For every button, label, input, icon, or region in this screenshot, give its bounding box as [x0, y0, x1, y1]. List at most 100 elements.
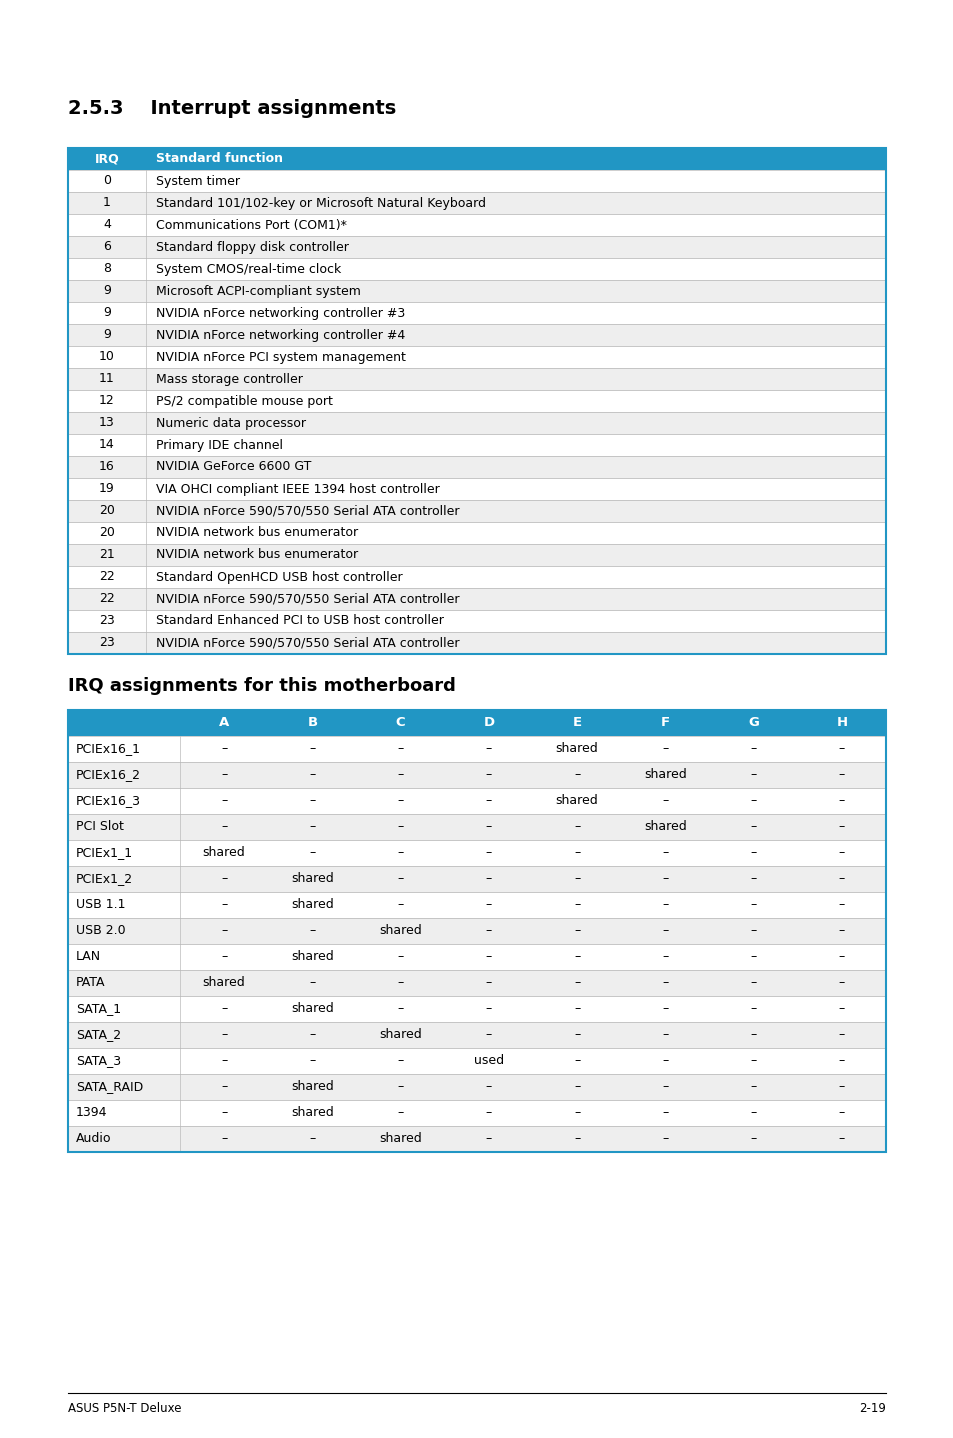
Bar [68, 257, 885, 280]
Bar [68, 943, 885, 971]
Text: –: – [221, 1002, 227, 1015]
Bar [68, 997, 885, 1022]
Text: shared: shared [291, 1106, 334, 1120]
Text: –: – [838, 795, 844, 808]
Text: –: – [574, 1080, 579, 1093]
Bar [68, 236, 885, 257]
Text: –: – [750, 951, 756, 963]
Text: –: – [397, 821, 403, 834]
Bar [68, 710, 885, 736]
Text: used: used [474, 1054, 503, 1067]
Text: –: – [485, 1133, 492, 1146]
Text: –: – [397, 1002, 403, 1015]
Text: USB 2.0: USB 2.0 [76, 925, 126, 938]
Text: –: – [485, 821, 492, 834]
Text: 23: 23 [99, 637, 114, 650]
Text: –: – [309, 1028, 315, 1041]
Text: Audio: Audio [76, 1133, 112, 1146]
Text: Standard Enhanced PCI to USB host controller: Standard Enhanced PCI to USB host contro… [156, 614, 443, 627]
Text: –: – [750, 925, 756, 938]
Text: –: – [309, 742, 315, 755]
Text: SATA_2: SATA_2 [76, 1028, 121, 1041]
Bar [68, 1074, 885, 1100]
Text: –: – [397, 873, 403, 886]
Text: –: – [397, 742, 403, 755]
Text: Standard floppy disk controller: Standard floppy disk controller [156, 240, 349, 253]
Text: –: – [661, 1106, 668, 1120]
Text: –: – [485, 1080, 492, 1093]
Text: 19: 19 [99, 483, 114, 496]
Text: –: – [838, 768, 844, 781]
Text: Standard OpenHCD USB host controller: Standard OpenHCD USB host controller [156, 571, 402, 584]
Text: PATA: PATA [76, 976, 106, 989]
Text: –: – [574, 847, 579, 860]
Text: –: – [309, 847, 315, 860]
Text: –: – [661, 847, 668, 860]
Text: –: – [750, 768, 756, 781]
Text: –: – [750, 795, 756, 808]
Text: –: – [838, 1106, 844, 1120]
Text: –: – [750, 899, 756, 912]
Bar [68, 971, 885, 997]
Text: 6: 6 [103, 240, 111, 253]
Text: –: – [397, 1080, 403, 1093]
Bar [68, 567, 885, 588]
Text: –: – [838, 899, 844, 912]
Text: –: – [574, 925, 579, 938]
Text: –: – [750, 821, 756, 834]
Text: F: F [660, 716, 669, 729]
Text: 1394: 1394 [76, 1106, 108, 1120]
Text: –: – [838, 951, 844, 963]
Text: –: – [838, 1080, 844, 1093]
Text: –: – [574, 899, 579, 912]
Text: –: – [485, 1106, 492, 1120]
Text: –: – [221, 1054, 227, 1067]
Text: –: – [661, 925, 668, 938]
Text: PCIEx16_1: PCIEx16_1 [76, 742, 141, 755]
Text: –: – [397, 1106, 403, 1120]
Text: –: – [574, 1054, 579, 1067]
Text: shared: shared [379, 925, 421, 938]
Text: PCIEx1_2: PCIEx1_2 [76, 873, 133, 886]
Bar [68, 413, 885, 434]
Text: 0: 0 [103, 174, 111, 187]
Text: NVIDIA nForce 590/570/550 Serial ATA controller: NVIDIA nForce 590/570/550 Serial ATA con… [156, 637, 459, 650]
Text: –: – [485, 1028, 492, 1041]
Text: –: – [838, 873, 844, 886]
Text: –: – [574, 821, 579, 834]
Text: 11: 11 [99, 372, 114, 385]
Text: –: – [574, 768, 579, 781]
Text: –: – [661, 873, 668, 886]
Text: –: – [750, 1028, 756, 1041]
Bar [68, 456, 885, 477]
Text: –: – [221, 873, 227, 886]
Text: shared: shared [379, 1028, 421, 1041]
Text: USB 1.1: USB 1.1 [76, 899, 126, 912]
Text: Microsoft ACPI-compliant system: Microsoft ACPI-compliant system [156, 285, 360, 298]
Text: shared: shared [556, 742, 598, 755]
Bar [68, 814, 885, 840]
Bar [68, 1022, 885, 1048]
Bar [68, 762, 885, 788]
Text: shared: shared [556, 795, 598, 808]
Bar [68, 610, 885, 631]
Text: –: – [661, 795, 668, 808]
Text: 20: 20 [99, 526, 114, 539]
Text: –: – [485, 951, 492, 963]
Text: 20: 20 [99, 505, 114, 518]
Text: –: – [574, 1028, 579, 1041]
Bar [68, 840, 885, 866]
Bar [68, 866, 885, 892]
Bar [68, 148, 885, 170]
Text: –: – [838, 1054, 844, 1067]
Text: –: – [661, 976, 668, 989]
Text: 1: 1 [103, 197, 111, 210]
Bar [68, 1048, 885, 1074]
Text: SATA_1: SATA_1 [76, 1002, 121, 1015]
Text: –: – [661, 1054, 668, 1067]
Bar [68, 170, 885, 193]
Text: –: – [661, 1028, 668, 1041]
Bar [68, 193, 885, 214]
Bar [68, 148, 885, 654]
Text: 9: 9 [103, 306, 111, 319]
